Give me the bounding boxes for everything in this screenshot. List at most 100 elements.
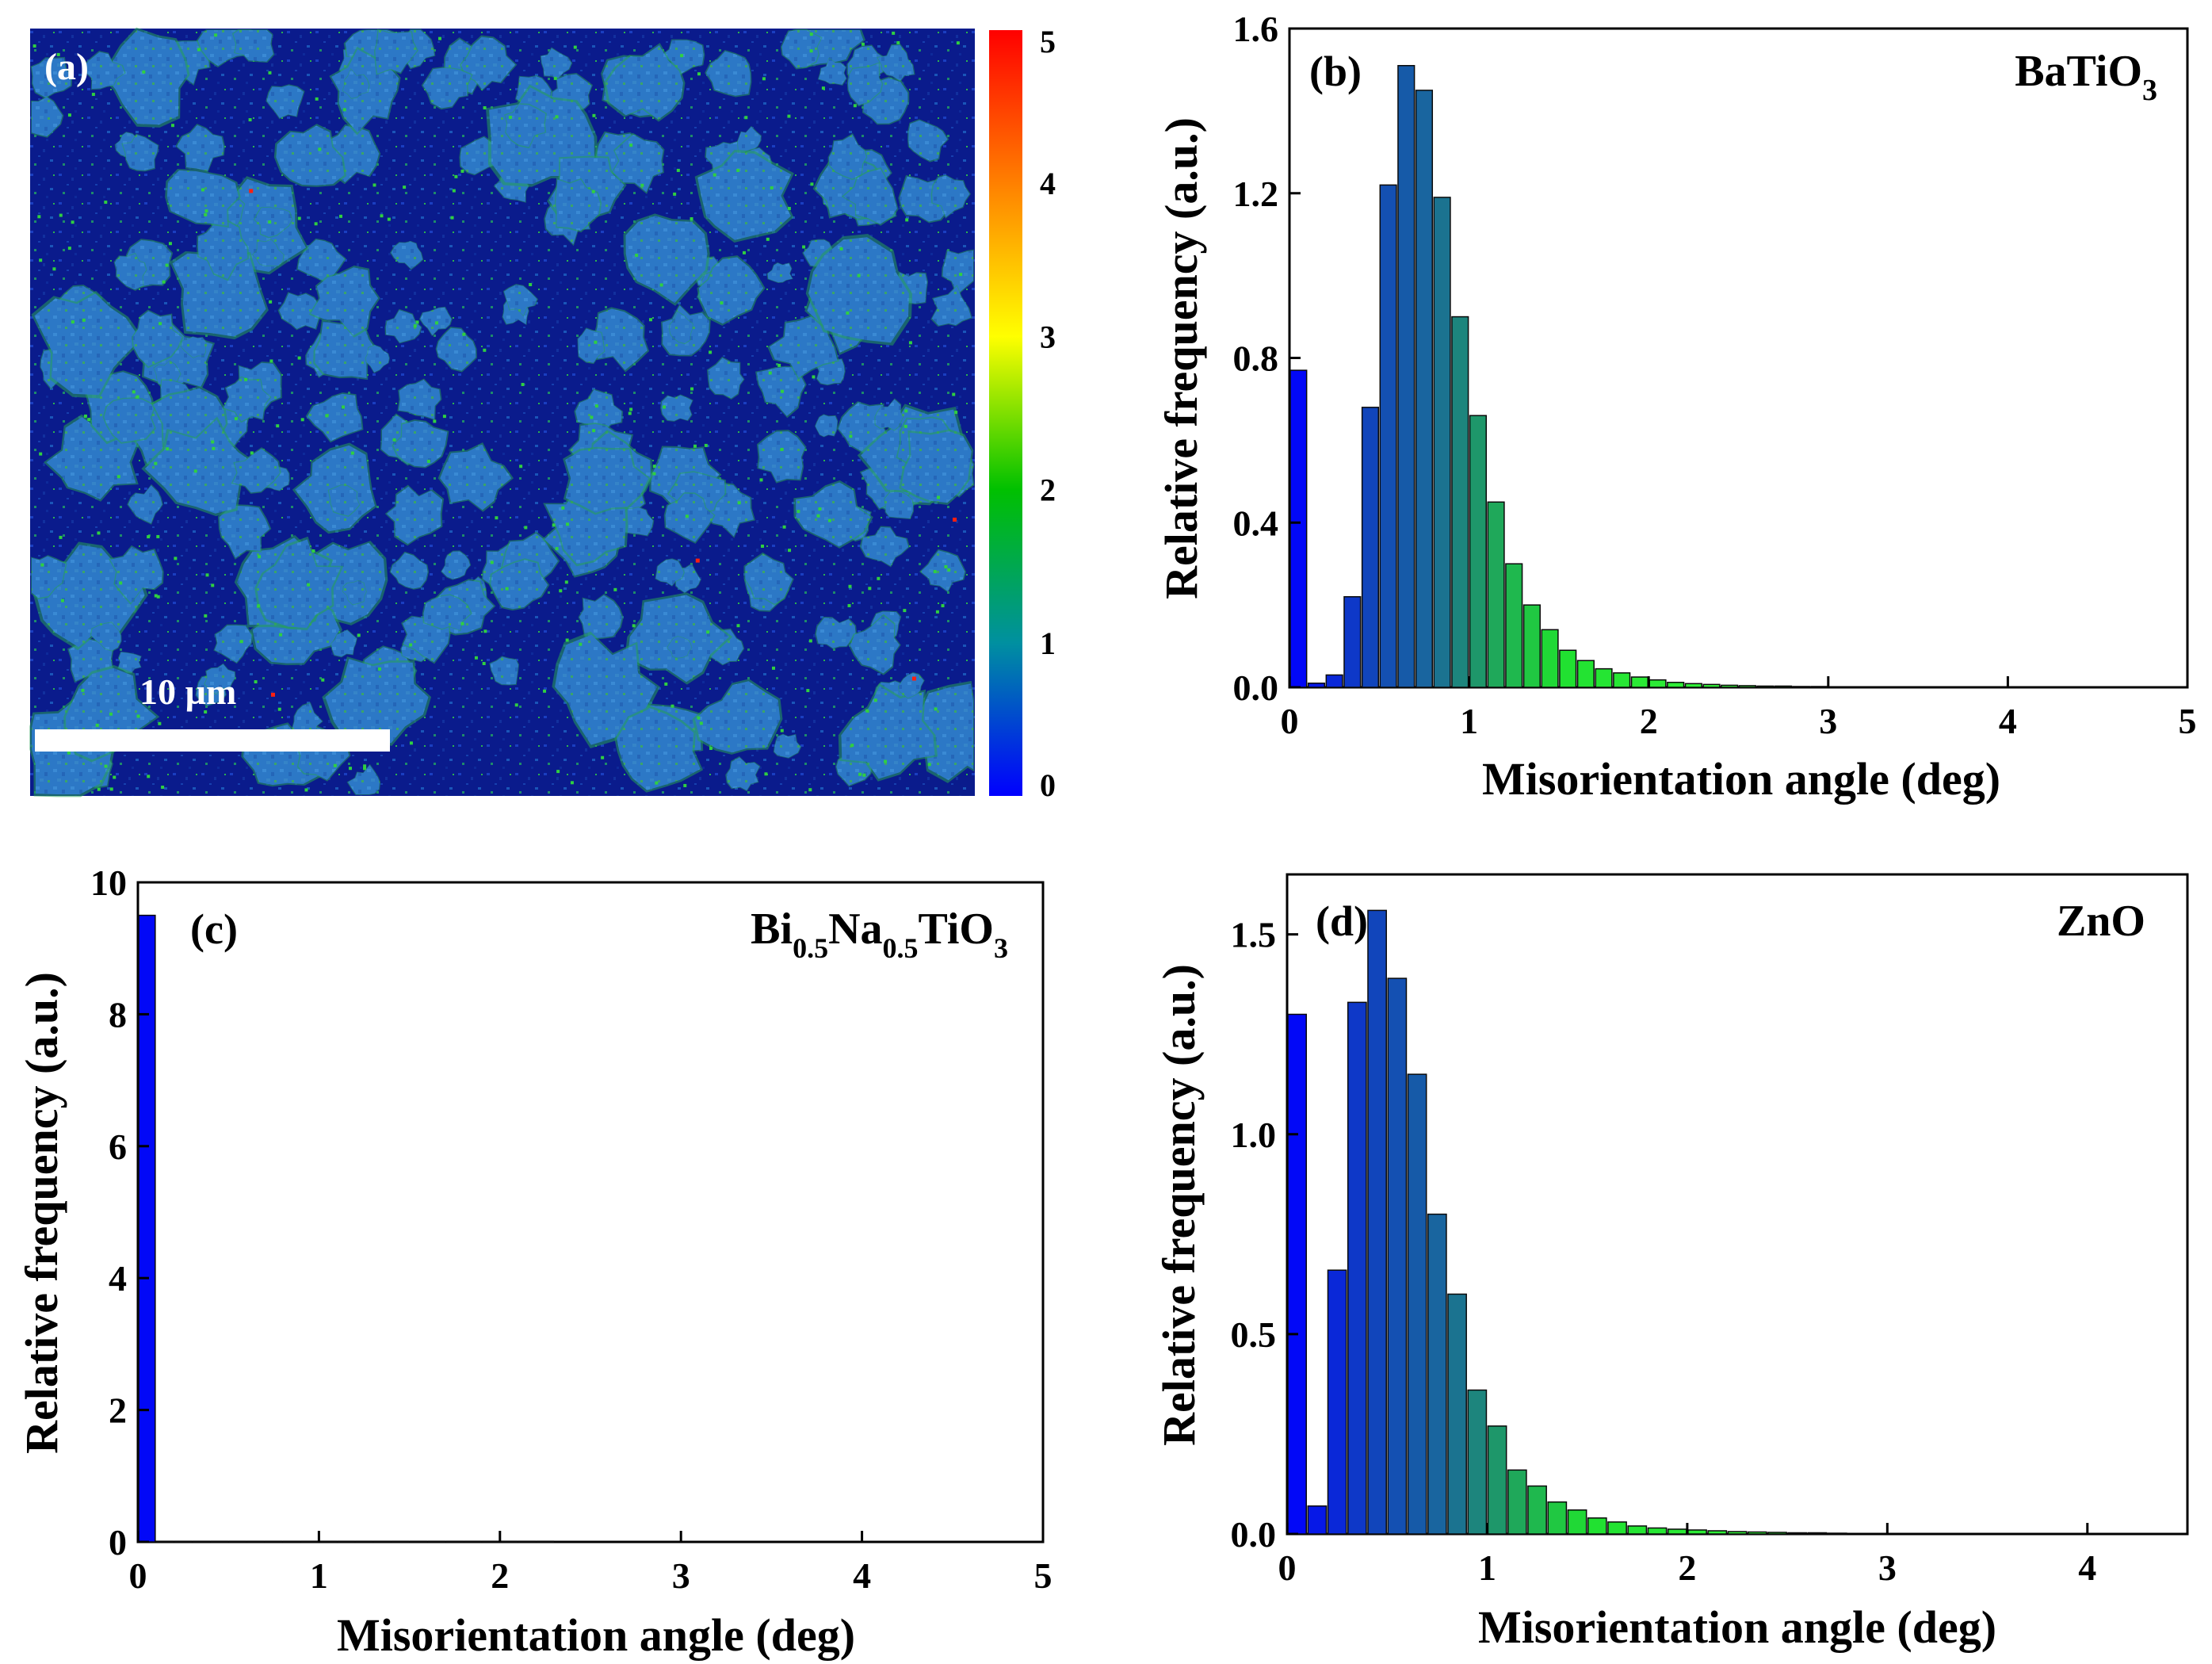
grain-129	[307, 393, 362, 442]
grain-212	[132, 311, 182, 367]
grain-219	[122, 134, 159, 170]
speckle-233	[927, 763, 931, 767]
speckle-222	[212, 446, 216, 450]
grain-57	[490, 656, 519, 685]
speckle-171	[663, 405, 667, 409]
speckle-108	[40, 563, 44, 567]
material-c-sub3: 3	[994, 932, 1008, 964]
speckle-151	[896, 40, 900, 44]
speckle-188	[363, 764, 367, 768]
grain-24	[154, 361, 181, 386]
bar-b-12	[1505, 563, 1523, 688]
x-tick-label-c-0: 0	[129, 1555, 147, 1596]
panel-b-batio3-histogram: 0 1 2 3 4 50.00.40.81.21.6 (b) BaTiO3 Misorie…	[1156, 9, 2197, 805]
speckle-39	[380, 214, 384, 218]
speckle-173	[579, 642, 583, 646]
bar-b-25	[1738, 685, 1756, 688]
speckle-134	[737, 501, 741, 505]
speckle-91	[766, 237, 770, 241]
y-tick-label-c-1: 2	[109, 1390, 127, 1431]
speckle-243	[764, 772, 768, 776]
speckle-25	[954, 411, 958, 415]
speckle-257	[810, 182, 814, 186]
speckle-6	[695, 558, 700, 563]
speckle-217	[87, 418, 91, 422]
speckle-246	[655, 781, 659, 785]
panel-label-c: (c)	[190, 905, 238, 953]
speckle-153	[297, 216, 301, 220]
bar-b-0	[1289, 369, 1308, 688]
grain-226	[808, 237, 909, 343]
material-c-sub2: 0.5	[883, 932, 919, 964]
axes-d: 0 1 2 3 4 0.0 0.5 1.0 1.5	[1231, 915, 2097, 1588]
grain-214	[578, 328, 605, 363]
y-tick-label-d-3: 1.5	[1231, 915, 1277, 955]
grain-53	[257, 539, 342, 628]
grain-201	[850, 615, 900, 674]
speckle-21	[782, 525, 786, 529]
speckle-132	[304, 788, 308, 792]
bar-b-1	[1307, 683, 1326, 688]
bar-d-18	[1647, 1527, 1668, 1535]
bar-d-15	[1587, 1517, 1607, 1535]
speckle-256	[165, 263, 169, 267]
speckle-116	[154, 594, 158, 598]
speckle-189	[437, 36, 441, 40]
bar-b-10	[1469, 415, 1488, 688]
grain-218	[437, 327, 476, 371]
speckle-7	[268, 71, 272, 75]
x-tick-label-d-2: 2	[1678, 1547, 1696, 1588]
grain-123	[613, 134, 663, 193]
scale-bar-label: 10 µm	[139, 671, 236, 712]
grain-194	[579, 595, 622, 639]
grain-207	[422, 67, 472, 109]
grain-131	[253, 239, 284, 266]
grain-171	[204, 664, 235, 694]
speckle-118	[780, 447, 784, 451]
grain-12	[575, 389, 622, 432]
speckle-93	[357, 633, 361, 637]
speckle-85	[780, 729, 784, 733]
y-tick-label-c-4: 8	[109, 994, 127, 1035]
speckle-18	[821, 86, 825, 90]
x-tick-label-c-2: 2	[491, 1555, 509, 1596]
speckle-8	[781, 389, 785, 393]
grain-89	[365, 345, 389, 373]
speckle-76	[808, 788, 812, 792]
grain-133	[694, 681, 781, 753]
grain-140	[669, 312, 693, 343]
speckle-187	[452, 189, 456, 193]
grain-172	[697, 152, 792, 240]
speckle-135	[363, 767, 367, 771]
grain-187	[774, 734, 801, 758]
grain-190	[461, 36, 516, 90]
speckle-11	[742, 251, 746, 254]
bar-b-20	[1648, 679, 1667, 688]
bar-d-5	[1387, 977, 1408, 1535]
grain-170	[172, 253, 266, 337]
speckle-186	[462, 332, 466, 336]
speckle-160	[248, 118, 252, 122]
speckle-70	[911, 676, 916, 681]
grain-169	[908, 120, 948, 161]
grain-11	[942, 251, 973, 295]
bar-b-16	[1576, 660, 1595, 688]
grain-220	[665, 493, 714, 542]
speckle-213	[234, 417, 238, 421]
speckle-75	[772, 666, 776, 670]
speckle-137	[321, 678, 325, 682]
speckle-29	[850, 744, 854, 748]
bar-b-22	[1684, 683, 1702, 688]
speckle-37	[853, 104, 857, 108]
bar-d-27	[1827, 1532, 1847, 1535]
bar-b-4	[1361, 407, 1380, 688]
speckle-63	[442, 415, 446, 419]
x-tick-label-d-4: 4	[2078, 1547, 2096, 1588]
speckle-23	[97, 531, 101, 535]
speckle-202	[709, 746, 713, 750]
speckle-150	[204, 212, 208, 216]
grain-76	[726, 757, 760, 790]
speckle-90	[908, 341, 912, 345]
speckle-248	[543, 689, 547, 693]
